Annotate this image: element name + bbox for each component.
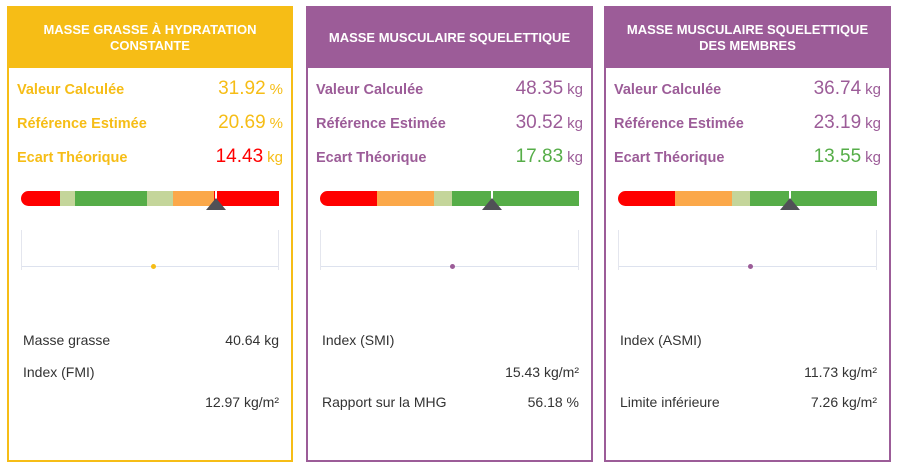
info-label: Index (ASMI) — [620, 332, 702, 348]
metric-card: MASSE MUSCULAIRE SQUELETTIQUE DES MEMBRE… — [604, 6, 891, 462]
gauge-segment — [147, 191, 174, 206]
metric-label: Ecart Théorique — [316, 150, 427, 166]
metric-label: Valeur Calculée — [17, 82, 125, 98]
metric-label: Ecart Théorique — [17, 150, 128, 166]
info-label: Limite inférieure — [620, 394, 720, 410]
metric-value: 17.83 kg — [515, 146, 583, 167]
scale-dot — [150, 264, 156, 269]
info-value: 7.26 kg/m² — [810, 394, 877, 410]
gauge-segment — [21, 191, 60, 206]
gauge-marker-line — [490, 189, 493, 206]
card-title: MASSE MUSCULAIRE SQUELETTIQUE — [308, 8, 591, 68]
range-gauge — [618, 189, 877, 210]
info-label: Rapport sur la MHG — [322, 394, 447, 410]
info-label: Index (SMI) — [322, 332, 395, 348]
metric-value: 20.69% — [218, 112, 283, 133]
metric-row: Ecart Théorique 14.43 kg — [17, 140, 283, 174]
metric-label: Référence Estimée — [17, 116, 147, 132]
info-label: Masse grasse — [23, 332, 111, 348]
gauge-segment — [59, 191, 76, 206]
scale-axis — [21, 230, 279, 270]
gauge-marker-triangle-icon — [779, 198, 800, 210]
info-value: 15.43 kg/m² — [505, 364, 579, 380]
gauge-segment — [433, 191, 453, 206]
gauge-marker-triangle-icon — [205, 198, 226, 210]
metric-value: 23.19 kg — [813, 112, 881, 133]
metric-card: MASSE GRASSE À HYDRATATION CONSTANTE Val… — [7, 6, 293, 462]
gauge-segment — [452, 191, 579, 206]
card-title: MASSE GRASSE À HYDRATATION CONSTANTE — [9, 8, 291, 68]
gauge-marker-triangle-icon — [481, 198, 502, 210]
metric-label: Référence Estimée — [614, 116, 744, 132]
range-gauge — [21, 189, 279, 210]
metric-row: Valeur Calculée 36.74 kg — [614, 72, 881, 106]
info-value: 56.18 % — [527, 394, 579, 410]
metric-label: Valeur Calculée — [316, 82, 424, 98]
metric-row: Ecart Théorique 17.83 kg — [316, 140, 583, 174]
gauge-segment — [320, 191, 377, 206]
metric-row: Référence Estimée 30.52 kg — [316, 106, 583, 140]
gauge-marker-line — [788, 189, 791, 206]
scale-dot — [450, 264, 456, 269]
info-value: 11.73 kg/m² — [804, 364, 877, 380]
gauge-segment — [618, 191, 675, 206]
gauge-marker-line — [214, 189, 217, 206]
metric-row: Ecart Théorique 13.55 kg — [614, 140, 881, 174]
gauge-segment — [173, 191, 215, 206]
gauge-segment — [376, 191, 434, 206]
info-label: Index (FMI) — [23, 364, 95, 380]
metric-label: Valeur Calculée — [614, 82, 722, 98]
metric-value: 31.92% — [218, 78, 283, 99]
gauge-segment — [214, 191, 279, 206]
metric-row: Valeur Calculée 48.35 kg — [316, 72, 583, 106]
range-gauge — [320, 189, 579, 210]
metric-label: Ecart Théorique — [614, 150, 725, 166]
metric-row: Référence Estimée 20.69% — [17, 106, 283, 140]
metric-value: 48.35 kg — [515, 78, 583, 99]
metric-row: Valeur Calculée 31.92% — [17, 72, 283, 106]
info-value: 40.64 kg — [225, 332, 279, 348]
metric-label: Référence Estimée — [316, 116, 446, 132]
gauge-segment — [750, 191, 877, 206]
metric-value: 13.55 kg — [813, 146, 881, 167]
gauge-segment — [75, 191, 148, 206]
info-value: 12.97 kg/m² — [205, 394, 279, 410]
scale-dot — [748, 264, 754, 269]
metric-value: 14.43 kg — [215, 146, 283, 167]
scale-axis — [618, 230, 877, 270]
scale-axis — [320, 230, 579, 270]
gauge-segment — [731, 191, 751, 206]
card-title: MASSE MUSCULAIRE SQUELETTIQUE DES MEMBRE… — [606, 8, 889, 68]
gauge-segment — [674, 191, 732, 206]
metric-card: MASSE MUSCULAIRE SQUELETTIQUE Valeur Cal… — [306, 6, 593, 462]
metric-row: Référence Estimée 23.19 kg — [614, 106, 881, 140]
metric-value: 30.52 kg — [515, 112, 583, 133]
metric-value: 36.74 kg — [813, 78, 881, 99]
